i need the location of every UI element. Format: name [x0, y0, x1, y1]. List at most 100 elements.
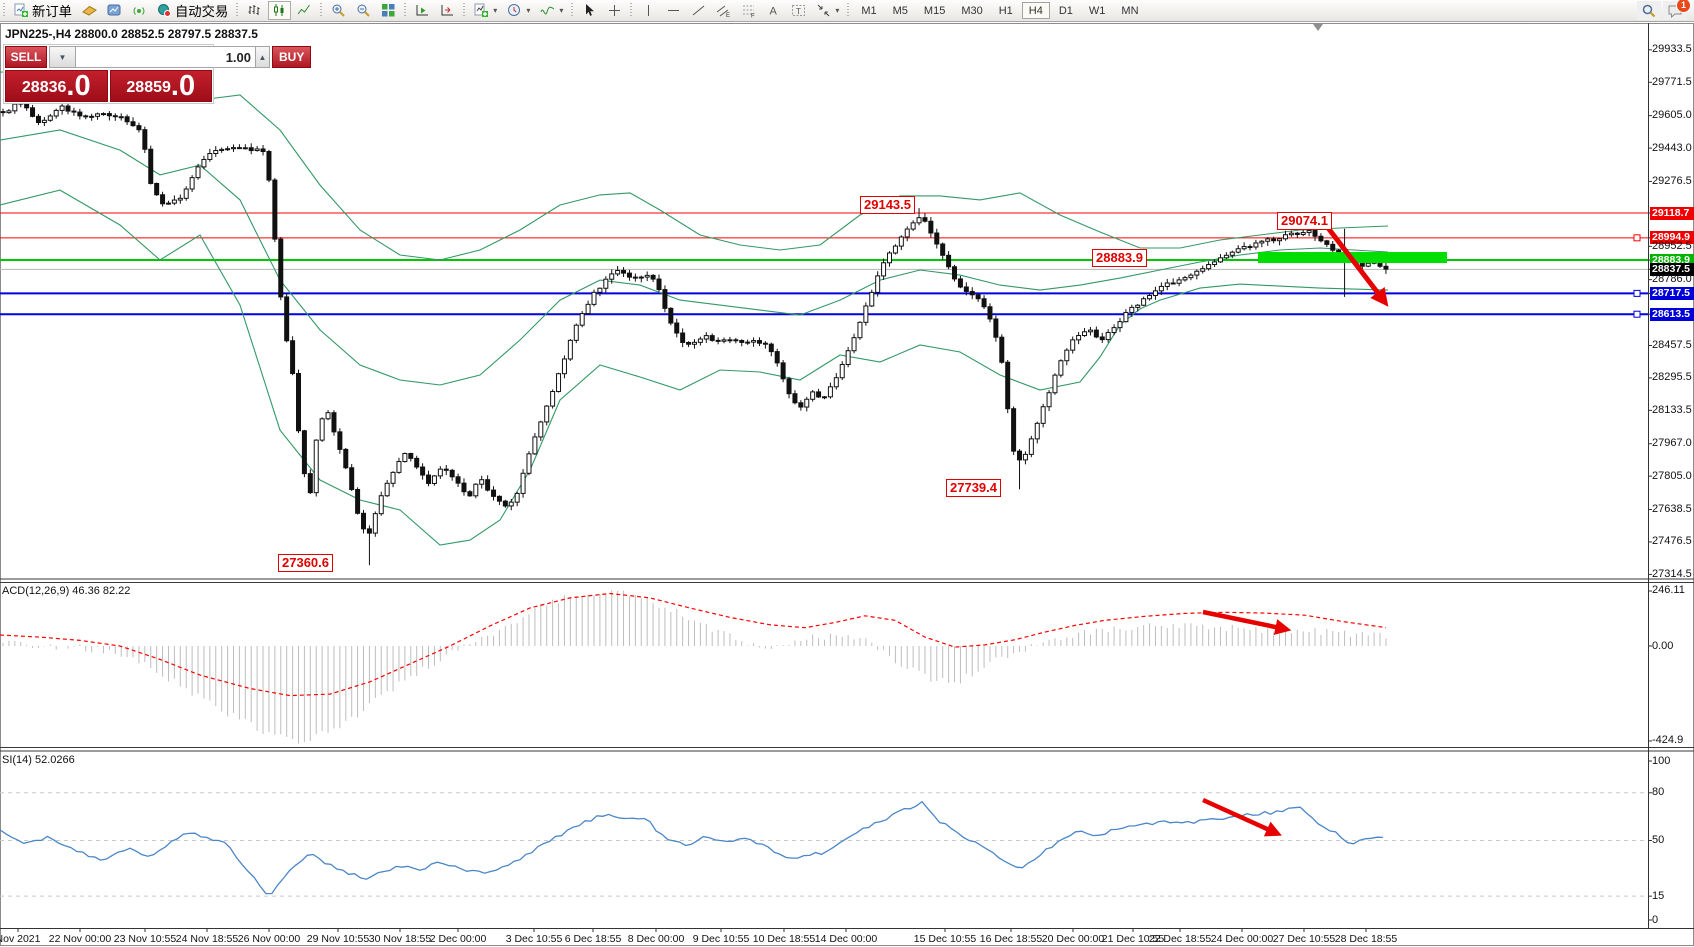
- svg-text:T: T: [796, 7, 801, 16]
- chart-shift-marker-icon[interactable]: [1313, 24, 1323, 31]
- buy-price-int: 28859: [126, 79, 171, 96]
- time-axis-label: 10 Dec 18:55: [752, 933, 816, 945]
- notification-badge: 1: [1676, 0, 1691, 13]
- time-axis-label: Nov 2021: [0, 933, 41, 945]
- signal-icon: [132, 3, 147, 18]
- indicators-button[interactable]: ▾: [536, 1, 567, 20]
- channel-button[interactable]: E: [712, 1, 735, 20]
- price-axis-label: 28952.5: [1652, 239, 1692, 252]
- rsi-indicator-label: SI(14) 52.0266: [2, 754, 75, 766]
- timeframe-w1[interactable]: W1: [1082, 2, 1113, 19]
- auto-scroll-icon: [415, 3, 430, 18]
- market-watch-button[interactable]: [103, 1, 126, 20]
- text-button[interactable]: A: [762, 1, 785, 20]
- chevron-down-icon[interactable]: ▾: [559, 6, 564, 15]
- time-axis-label: 15 Dec 10:55: [913, 933, 977, 945]
- zoom-out-button[interactable]: [352, 1, 375, 20]
- trendline-button[interactable]: [687, 1, 710, 20]
- new-order-button[interactable]: 新订单: [10, 1, 76, 20]
- price-axis-label: -424.9: [1652, 734, 1684, 747]
- price-axis-label: 29605.0: [1652, 109, 1692, 122]
- timeframe-mn[interactable]: MN: [1114, 2, 1145, 19]
- new-chart-button[interactable]: ▾: [470, 1, 501, 20]
- auto-trading-button[interactable]: 自动交易: [153, 1, 232, 20]
- price-label-28883.9[interactable]: 28883.9: [1092, 249, 1147, 267]
- vertical-line-button[interactable]: [637, 1, 660, 20]
- bollinger-lower-band: [0, 189, 1389, 546]
- timeframe-d1[interactable]: D1: [1052, 2, 1080, 19]
- price-label-27360.6[interactable]: 27360.6: [278, 554, 333, 572]
- line-handle[interactable]: [1633, 234, 1641, 242]
- red-arrow-rsi[interactable]: [1202, 797, 1282, 837]
- tile-windows-icon: [381, 3, 396, 18]
- history-center-button[interactable]: [78, 1, 101, 20]
- price-axis-label: 27805.0: [1652, 469, 1692, 482]
- volume-increase-button[interactable]: ▲: [255, 46, 270, 68]
- cursor-button[interactable]: [578, 1, 601, 20]
- timeframe-w1-label: W1: [1088, 5, 1106, 17]
- search-button[interactable]: [1637, 1, 1661, 20]
- time-axis-label: 30 Nov 18:55: [368, 933, 432, 945]
- timeframe-m30[interactable]: M30: [954, 2, 989, 19]
- timeframe-m5-label: M5: [892, 5, 908, 17]
- chevron-down-icon[interactable]: ▾: [493, 6, 498, 15]
- svg-text:A: A: [770, 6, 778, 18]
- candlestick-chart-button[interactable]: [268, 1, 292, 20]
- red-arrow-main[interactable]: [1320, 218, 1389, 307]
- signals-button[interactable]: [128, 1, 151, 20]
- price-axis-label: 28786.0: [1652, 273, 1692, 286]
- time-axis-label: 22 Dec 18:55: [1148, 933, 1212, 945]
- line-chart-button[interactable]: [293, 1, 316, 20]
- timeframe-d1-label: D1: [1058, 5, 1073, 17]
- time-axis-label: 29 Nov 10:55: [306, 933, 370, 945]
- timeframe-m5[interactable]: M5: [886, 2, 915, 19]
- price-label-29143.5[interactable]: 29143.5: [860, 196, 915, 214]
- sell-button[interactable]: SELL: [5, 46, 47, 68]
- zoom-in-button[interactable]: [327, 1, 350, 20]
- timeframe-m1[interactable]: M1: [854, 2, 883, 19]
- price-label-27739.4[interactable]: 27739.4: [946, 479, 1001, 497]
- line-handle[interactable]: [1633, 289, 1641, 297]
- timeframe-h4[interactable]: H4: [1021, 2, 1050, 19]
- volume-input[interactable]: [76, 46, 255, 68]
- sell-price-int: 28836: [21, 79, 67, 96]
- buy-button[interactable]: BUY: [272, 46, 312, 68]
- vline-icon: [641, 3, 656, 18]
- chevron-down-icon[interactable]: ▾: [526, 6, 531, 15]
- buy-price[interactable]: 28859.0: [109, 70, 212, 102]
- chevron-down-icon[interactable]: ▾: [835, 6, 840, 15]
- timeframe-m15[interactable]: M15: [917, 2, 952, 19]
- tile-windows-button[interactable]: [377, 1, 400, 20]
- toolbar: 新订单 自动交易 ▾ ▾ ▾ E F A T ▾ M1 M5 M15 M30 H1 H4 D1 W1 MN 1: [0, 0, 1694, 22]
- fibonacci-button[interactable]: F: [737, 1, 760, 20]
- macd-indicator-label: ACD(12,26,9) 46.36 82.22: [2, 585, 131, 597]
- time-axis-label: 2 Dec 00:00: [429, 933, 487, 945]
- line-chart-icon: [297, 3, 312, 18]
- periods-button[interactable]: ▾: [503, 1, 534, 20]
- bollinger-middle-band: [0, 129, 1389, 386]
- horizontal-line-button[interactable]: [662, 1, 685, 20]
- sell-price[interactable]: 28836.0: [5, 70, 108, 102]
- auto-scroll-button[interactable]: [411, 1, 434, 20]
- toolbar-separator: [463, 3, 466, 18]
- chart-shift-button[interactable]: [436, 1, 459, 20]
- rsi-line: [0, 800, 1383, 895]
- notifications-button[interactable]: 1: [1663, 0, 1691, 20]
- toolbar-separator: [571, 3, 574, 18]
- price-label-29074.1[interactable]: 29074.1: [1277, 212, 1332, 230]
- price-axis-label: 50: [1652, 834, 1665, 846]
- timeframe-h1[interactable]: H1: [992, 2, 1020, 19]
- volume-decrease-button[interactable]: ▼: [49, 46, 76, 68]
- price-axis-label: 0.00: [1652, 639, 1674, 652]
- line-handle[interactable]: [1633, 310, 1641, 318]
- time-axis-label: 22 Nov 00:00: [48, 933, 112, 945]
- bar-chart-button[interactable]: [243, 1, 266, 20]
- timeframe-m1-label: M1: [861, 5, 877, 17]
- red-arrow-macd[interactable]: [1202, 609, 1292, 635]
- text-icon: A: [766, 3, 781, 18]
- arrows-button[interactable]: ▾: [812, 1, 843, 20]
- crosshair-button[interactable]: [603, 1, 626, 20]
- trendline-icon: [691, 3, 706, 18]
- text-label-button[interactable]: T: [787, 1, 810, 20]
